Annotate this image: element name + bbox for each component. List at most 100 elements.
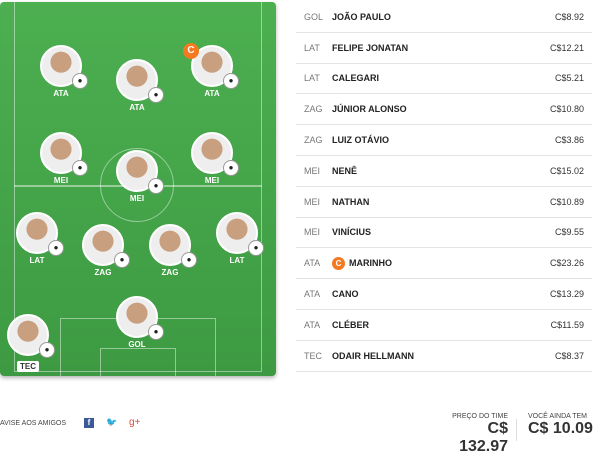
player-row[interactable]: ZAG JÚNIOR ALONSO C$10.80 (296, 94, 592, 126)
player-position: ATA (204, 89, 220, 98)
remaining-label: VOCÊ AINDA TEM (528, 413, 587, 420)
club-badge-icon: ● (48, 240, 64, 256)
player-price: C$15.02 (549, 165, 584, 176)
club-badge-icon: ● (248, 240, 264, 256)
player-price: C$3.86 (554, 135, 584, 146)
club-badge-icon: ● (148, 324, 164, 340)
goal-box (100, 348, 176, 376)
player-price: C$10.80 (549, 104, 584, 115)
player-photo: ● (116, 150, 164, 194)
team-price-label: PREÇO DO TIME (452, 413, 508, 420)
pitch-player[interactable]: ● TEC (0, 314, 58, 374)
position: LAT (304, 42, 320, 53)
player-price: C$10.89 (549, 196, 584, 207)
soccer-pitch: ● ATA ● ATA ● ATA ● MEI ● MEI ● MEI ● LAT ● ZAG ● ZAG ● LAT… (0, 2, 276, 376)
player-position: MEI (204, 176, 220, 185)
share-label: AVISE AOS AMIGOS (0, 420, 67, 427)
pitch-player[interactable]: ● LAT (207, 212, 267, 265)
player-name: NENÊ (332, 165, 358, 176)
player-position: LAT (29, 256, 45, 265)
player-photo: ● (40, 45, 88, 89)
pitch-player[interactable]: ● MEI (107, 150, 167, 203)
player-name: LUIZ OTÁVIO (332, 135, 389, 146)
pitch-player[interactable]: ● ATA (182, 45, 242, 98)
player-photo: ● (82, 224, 130, 268)
captain-badge: C (183, 43, 199, 59)
position: ATA (304, 319, 321, 330)
player-price: C$11.59 (550, 319, 584, 330)
player-position: ZAG (161, 268, 179, 277)
pitch-player[interactable]: ● ZAG (73, 224, 133, 277)
pitch-player[interactable]: ● ATA (31, 45, 91, 98)
club-badge-icon: ● (181, 252, 197, 268)
player-row[interactable]: MEI NATHAN C$10.89 (296, 187, 592, 218)
player-row[interactable]: MEI NENÊ C$15.02 (296, 156, 592, 187)
player-position: ZAG (94, 268, 112, 277)
player-photo: ● (191, 132, 239, 176)
facebook-icon[interactable]: f (84, 418, 94, 428)
player-price: C$5.21 (554, 73, 584, 84)
google-plus-icon[interactable]: g+ (129, 417, 141, 428)
player-name: NATHAN (332, 196, 370, 207)
field-outline (14, 2, 262, 372)
player-row[interactable]: LAT FELIPE JONATAN C$12.21 (296, 33, 592, 64)
position: MEI (304, 165, 321, 176)
player-name: VINÍCIUS (332, 227, 372, 238)
player-photo: ● (116, 59, 164, 103)
player-photo: ● (149, 224, 197, 268)
player-position: MEI (129, 194, 145, 203)
player-photo: ● (216, 212, 264, 256)
twitter-icon[interactable]: 🐦 (106, 417, 118, 427)
club-badge-icon: ● (114, 252, 130, 268)
pitch-player[interactable]: ● ZAG (140, 224, 200, 277)
player-photo: ● (7, 314, 55, 358)
player-row[interactable]: ATA CLÉBER C$11.59 (296, 310, 592, 341)
club-badge-icon: ● (148, 178, 164, 194)
divider (516, 419, 517, 441)
player-price: C$8.92 (554, 11, 584, 22)
position: GOL (304, 11, 324, 22)
player-row[interactable]: ATA C MARINHO C$23.26 (296, 248, 592, 280)
position: LAT (304, 73, 320, 84)
player-row[interactable]: ZAG LUIZ OTÁVIO C$3.86 (296, 125, 592, 156)
player-position: MEI (53, 176, 69, 185)
club-badge-icon: ● (72, 73, 88, 89)
player-name: FELIPE JONATAN (332, 42, 409, 53)
player-row[interactable]: ATA CANO C$13.29 (296, 279, 592, 310)
player-position: GOL (128, 340, 146, 349)
player-position: LAT (229, 256, 245, 265)
player-position: ATA (53, 89, 69, 98)
player-row[interactable]: TEC ODAIR HELLMANN C$8.37 (296, 341, 592, 372)
player-row[interactable]: LAT CALEGARI C$5.21 (296, 64, 592, 95)
player-price: C$23.26 (549, 258, 584, 269)
position: MEI (304, 196, 321, 207)
position: ATA (304, 289, 321, 300)
center-circle (100, 148, 174, 222)
captain-badge: C (332, 256, 345, 270)
position: ATA (304, 258, 321, 269)
player-position: TEC (17, 361, 39, 372)
remaining-balance: C$ 10.09 (528, 420, 593, 437)
player-name: JÚNIOR ALONSO (332, 104, 407, 115)
club-badge-icon: ● (148, 87, 164, 103)
player-name: CLÉBER (332, 319, 370, 330)
club-badge-icon: ● (223, 160, 239, 176)
position: MEI (304, 227, 321, 238)
pitch-player[interactable]: ● GOL (107, 296, 167, 349)
player-price: C$8.37 (554, 350, 584, 361)
position: ZAG (304, 135, 323, 146)
player-list: GOL JOÃO PAULO C$8.92 LAT FELIPE JONATAN C$12… (296, 2, 592, 372)
pitch-player[interactable]: ● LAT (7, 212, 67, 265)
player-name: CANO (332, 289, 359, 300)
player-price: C$12.21 (549, 42, 584, 53)
position: TEC (304, 350, 322, 361)
pitch-player[interactable]: ● MEI (31, 132, 91, 185)
pitch-player[interactable]: ● MEI (182, 132, 242, 185)
player-name: ODAIR HELLMANN (332, 350, 414, 361)
player-photo: ● (116, 296, 164, 340)
player-price: C$9.55 (554, 227, 584, 238)
player-row[interactable]: MEI VINÍCIUS C$9.55 (296, 218, 592, 249)
player-row[interactable]: GOL JOÃO PAULO C$8.92 (296, 2, 592, 33)
position: ZAG (304, 104, 323, 115)
pitch-player[interactable]: ● ATA (107, 59, 167, 112)
